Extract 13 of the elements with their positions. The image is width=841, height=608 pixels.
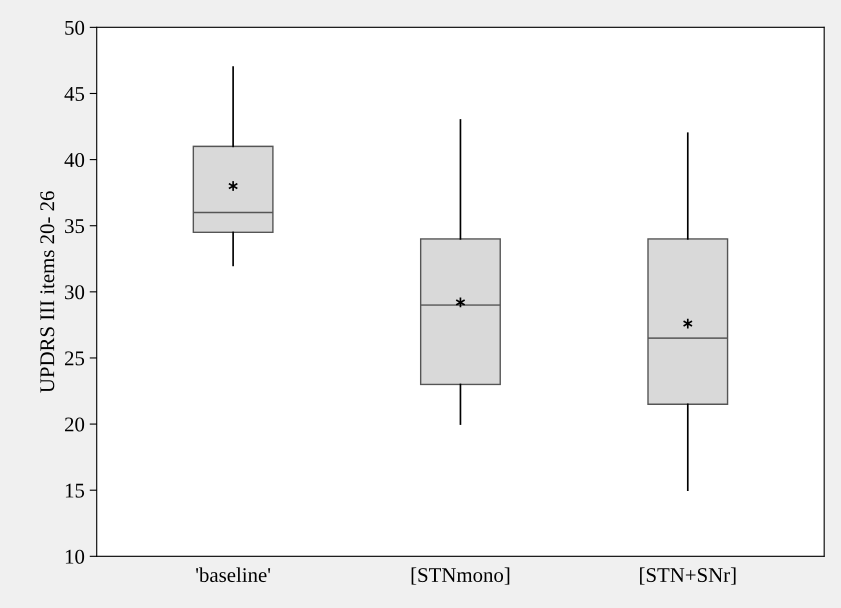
y-tick-label: 45 [64, 86, 84, 101]
y-tick-label: 20 [64, 417, 84, 432]
y-tick-label: 25 [64, 351, 84, 366]
y-tick-label: 50 [65, 20, 84, 35]
y-tick-label: 30 [65, 285, 84, 300]
y-axis-title: UPDRS III items 20- 26 [40, 191, 54, 393]
x-tick-label: 'baseline' [196, 567, 270, 582]
y-tick-label: 40 [64, 152, 84, 168]
y-tick-label: 10 [66, 550, 84, 564]
y-tick-label: 15 [66, 484, 84, 498]
y-tick-label: 35 [65, 219, 84, 234]
x-tick-label: [STN+SNr] [640, 567, 736, 585]
x-tick-label: [STNmono] [412, 567, 510, 585]
